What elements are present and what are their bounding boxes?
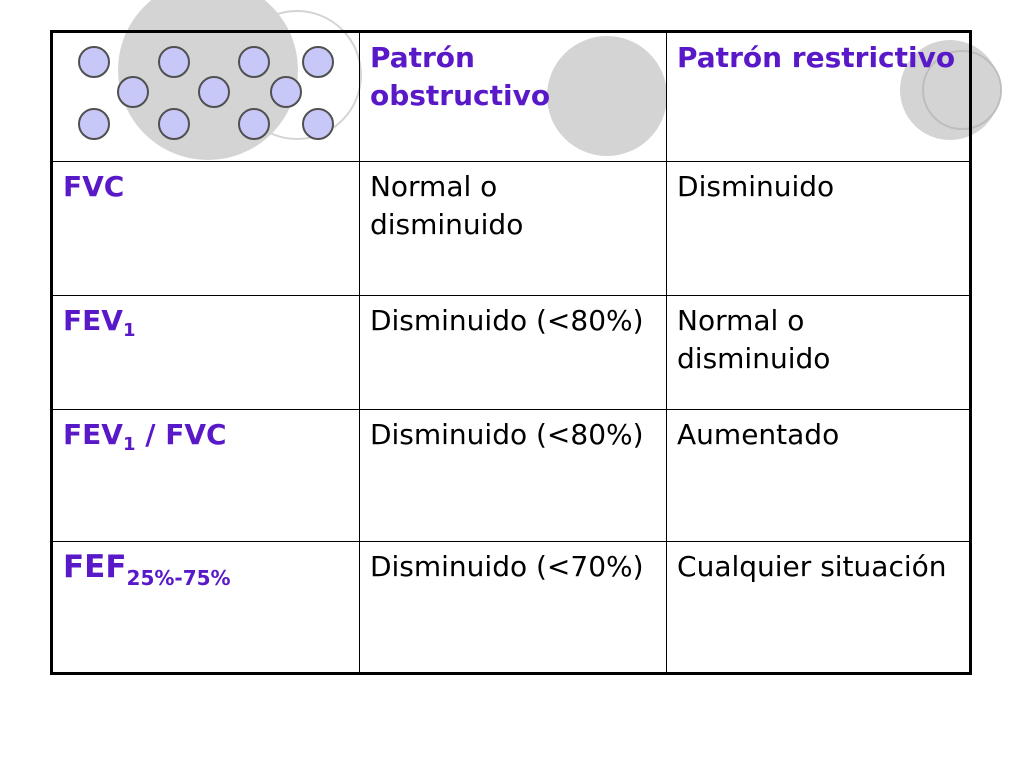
table-header-row: Patrón obstructivo Patrón restrictivo [51, 31, 971, 162]
decorative-circle [158, 108, 190, 140]
param-subscript: 1 [122, 434, 136, 455]
param-suffix: / FVC [135, 418, 227, 451]
param-label: FEF [63, 549, 127, 585]
table-row: FEF25%-75% Disminuido (<70%) Cualquier s… [51, 541, 971, 674]
param-cell: FEF25%-75% [51, 541, 360, 674]
param-label: FVC [63, 170, 125, 203]
spirometry-comparison-table: Patrón obstructivo Patrón restrictivo FV… [50, 30, 972, 675]
table-row: FVC Normal o disminuido Disminuido [51, 161, 971, 296]
decorative-circle [270, 76, 302, 108]
param-label: FEV [63, 304, 123, 337]
decorative-circle [238, 46, 270, 78]
header-restrictive: Patrón restrictivo [666, 31, 971, 162]
obstructive-cell: Disminuido (<70%) [358, 541, 668, 674]
param-cell: FVC [51, 161, 360, 296]
decorative-circle [78, 46, 110, 78]
param-subscript: 1 [122, 320, 136, 341]
obstructive-cell: Normal o disminuido [358, 161, 668, 296]
decorative-circle [198, 76, 230, 108]
obstructive-cell: Disminuido (<80%) [358, 295, 668, 410]
param-cell: FEV1 [51, 295, 360, 410]
param-cell: FEV1 / FVC [51, 409, 360, 542]
decorative-circle [158, 46, 190, 78]
obstructive-cell: Disminuido (<80%) [358, 409, 668, 542]
decorative-circle [78, 108, 110, 140]
decorative-circle [302, 46, 334, 78]
decorative-circle [117, 76, 149, 108]
table-row: FEV1 Disminuido (<80%) Normal o disminui… [51, 295, 971, 410]
restrictive-cell: Cualquier situación [666, 541, 971, 674]
restrictive-cell: Normal o disminuido [666, 295, 971, 410]
decorative-circle [302, 108, 334, 140]
param-subscript: 25%-75% [126, 566, 231, 590]
restrictive-cell: Disminuido [666, 161, 971, 296]
restrictive-cell: Aumentado [666, 409, 971, 542]
decorative-circle [238, 108, 270, 140]
table-row: FEV1 / FVC Disminuido (<80%) Aumentado [51, 409, 971, 542]
header-obstructive: Patrón obstructivo [358, 31, 668, 162]
param-label: FEV [63, 418, 123, 451]
